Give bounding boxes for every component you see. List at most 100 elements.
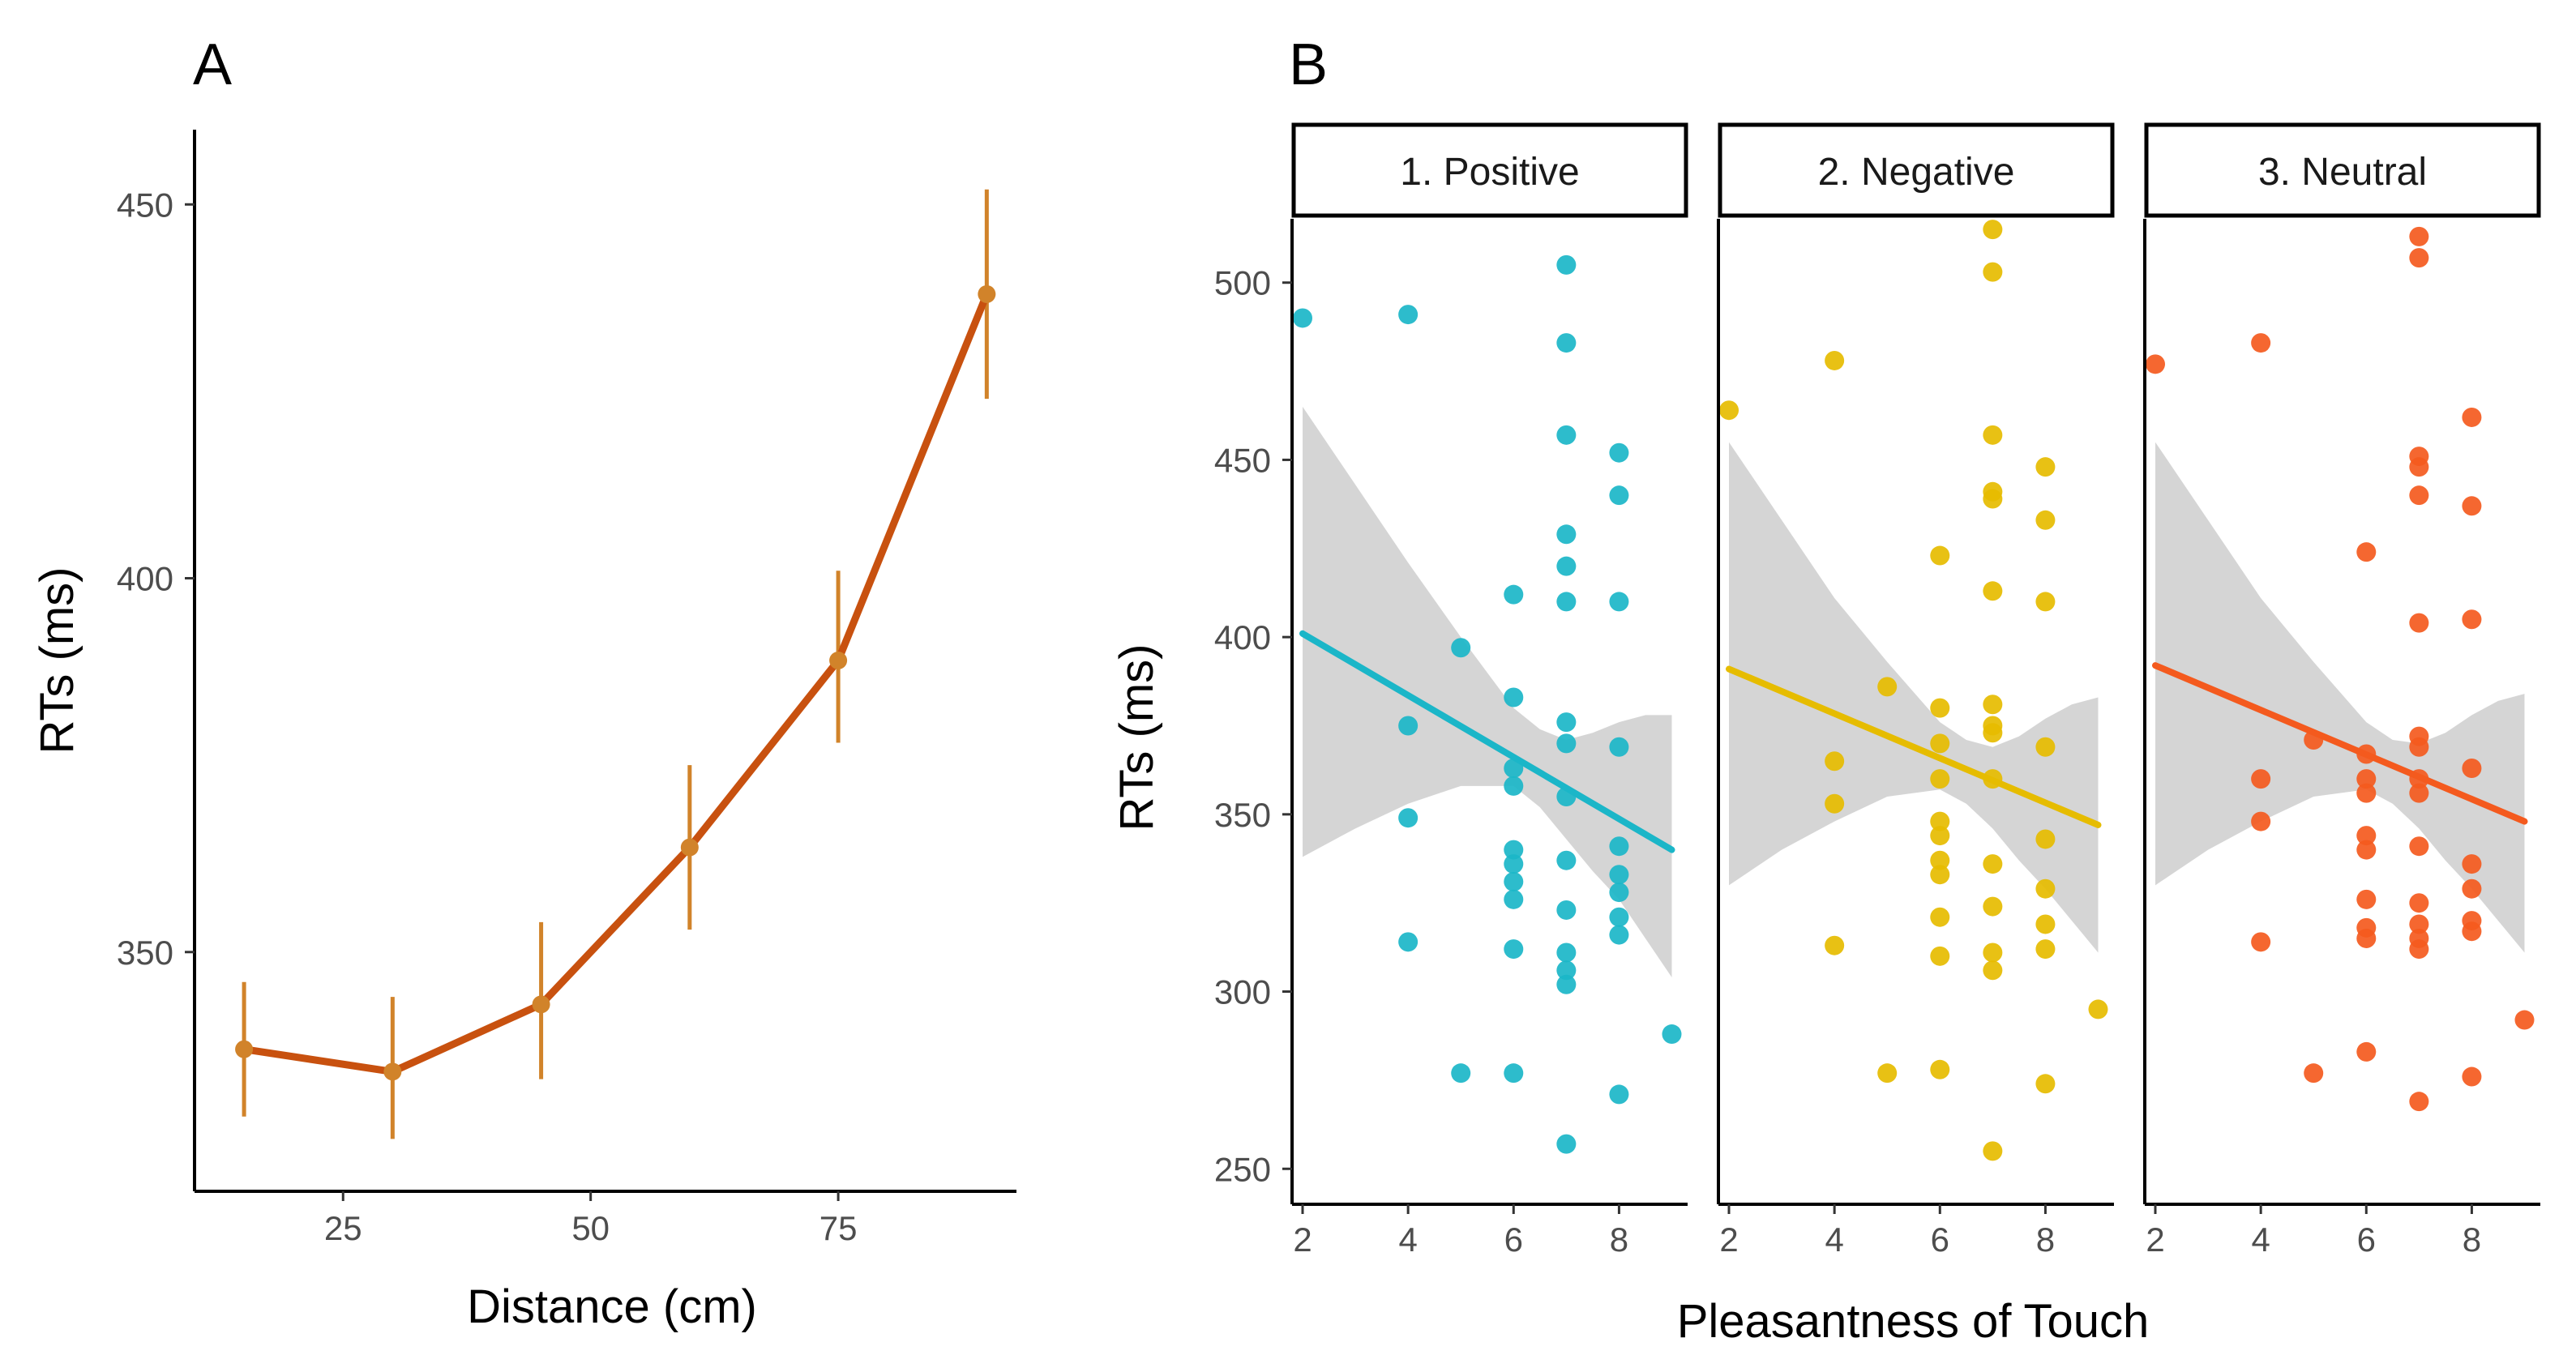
scatter-point — [2462, 758, 2482, 778]
regression-line — [1299, 630, 1675, 853]
scatter-point — [1983, 695, 2003, 715]
y-tick-label: 500 — [1214, 264, 1271, 302]
scatter-point — [2409, 457, 2429, 477]
x-tick-label: 6 — [1504, 1220, 1523, 1259]
scatter-point — [2409, 939, 2429, 960]
scatter-point — [2035, 878, 2056, 899]
x-tick-label: 8 — [1610, 1220, 1628, 1259]
confidence-band — [1729, 442, 2099, 953]
x-tick-label: 25 — [324, 1209, 362, 1247]
panel-a-marks — [235, 189, 996, 1139]
scatter-point — [2251, 769, 2271, 789]
scatter-point — [1556, 592, 1577, 612]
series-line — [240, 290, 991, 1075]
scatter-point — [1556, 524, 1577, 545]
scatter-point — [1930, 907, 1950, 927]
y-tick-label: 400 — [1214, 618, 1271, 656]
scatter-point — [1556, 425, 1577, 445]
scatter-point — [2035, 592, 2056, 612]
panel-a-y-axis-title: RTs (ms) — [31, 567, 83, 754]
scatter-point — [1825, 350, 1845, 370]
scatter-point — [2409, 226, 2429, 246]
regression-line — [2152, 662, 2528, 825]
scatter-point — [1930, 698, 1950, 718]
scatter-point — [1609, 883, 1629, 903]
scatter-point — [1451, 1063, 1471, 1084]
scatter-point — [1504, 584, 1524, 605]
x-tick-label: 4 — [2251, 1220, 2270, 1259]
data-point — [829, 652, 848, 669]
scatter-point — [1930, 769, 1950, 789]
scatter-point — [1983, 960, 2003, 981]
scatter-point — [2035, 457, 2056, 477]
scatter-point — [1609, 836, 1629, 857]
scatter-point — [2088, 999, 2108, 1019]
scatter-point — [1451, 638, 1471, 658]
data-point — [383, 1062, 402, 1081]
scatter-point — [1825, 935, 1845, 955]
scatter-point — [1983, 1141, 2003, 1161]
scatter-point — [2251, 932, 2271, 952]
scatter-point — [1983, 489, 2003, 509]
scatter-point — [2035, 737, 2056, 757]
scatter-point — [1609, 907, 1629, 927]
scatter-point — [2462, 878, 2482, 899]
facet-strip — [1291, 122, 1688, 218]
scatter-point — [1983, 262, 2003, 282]
scatter-point — [1609, 737, 1629, 757]
scatter-point — [2356, 889, 2377, 909]
y-tick-label: 400 — [117, 560, 173, 598]
scatter-point — [1398, 932, 1419, 952]
scatter-point — [2514, 1010, 2535, 1030]
scatter-point — [2409, 485, 2429, 506]
scatter-point — [1983, 896, 2003, 917]
scatter-point — [1398, 808, 1419, 828]
panel-b-tag: B — [1289, 32, 1328, 97]
facet-3: 2 4 6 8 3. Neutral — [2143, 122, 2541, 1259]
scatter-point — [1930, 733, 1950, 754]
panel-b-y-ticks: 250 300 350 400 450 500 — [1214, 264, 1292, 1188]
panel-a-ticks: 350 400 450 25 50 75 — [117, 186, 858, 1247]
scatter-point — [1983, 943, 2003, 963]
scatter-point — [2462, 854, 2482, 874]
x-tick-label: 8 — [2036, 1220, 2055, 1259]
y-tick-label: 250 — [1214, 1150, 1271, 1188]
scatter-point — [2356, 783, 2377, 803]
x-tick-label: 6 — [2357, 1220, 2376, 1259]
x-tick-label: 50 — [571, 1209, 610, 1247]
scatter-point — [1609, 442, 1629, 463]
scatter-point — [1293, 308, 1313, 328]
x-tick-label: 75 — [819, 1209, 858, 1247]
scatter-point — [2462, 1066, 2482, 1087]
scatter-point — [1930, 865, 1950, 885]
x-tick-label: 8 — [2463, 1220, 2481, 1259]
scatter-point — [2356, 1041, 2377, 1062]
confidence-band — [1303, 406, 1672, 978]
x-tick-label: 2 — [1293, 1220, 1312, 1259]
y-tick-label: 450 — [117, 186, 173, 224]
scatter-point — [1556, 900, 1577, 920]
scatter-point — [1504, 871, 1524, 891]
y-tick-label: 350 — [117, 934, 173, 972]
scatter-point — [1556, 333, 1577, 353]
scatter-point — [1825, 793, 1845, 814]
data-point — [532, 995, 550, 1014]
scatter-point — [2304, 1063, 2324, 1084]
scatter-point — [2409, 248, 2429, 268]
confidence-band — [2155, 442, 2525, 953]
scatter-point — [2409, 613, 2429, 633]
facet-strip — [2144, 122, 2541, 218]
scatter-point — [2035, 1074, 2056, 1094]
scatter-point — [1504, 854, 1524, 874]
scatter-point — [2462, 496, 2482, 516]
panel-b-faceted-scatter: 2 4 6 8 1. Positive 2 4 6 8 2. Negative 2 4 6 8 3. Neu… — [1110, 122, 2541, 1348]
panel-b-y-axis-title: RTs (ms) — [1110, 644, 1163, 831]
scatter-point — [1930, 850, 1950, 870]
scatter-point — [2409, 783, 2429, 803]
panel-a-line-chart: 350 400 450 25 50 75 Distance (cm) RTs (ms) — [31, 130, 1016, 1333]
scatter-point — [1930, 545, 1950, 566]
scatter-point — [1504, 776, 1524, 796]
scatter-point — [1662, 1024, 1682, 1045]
panel-a-tag: A — [193, 32, 232, 97]
